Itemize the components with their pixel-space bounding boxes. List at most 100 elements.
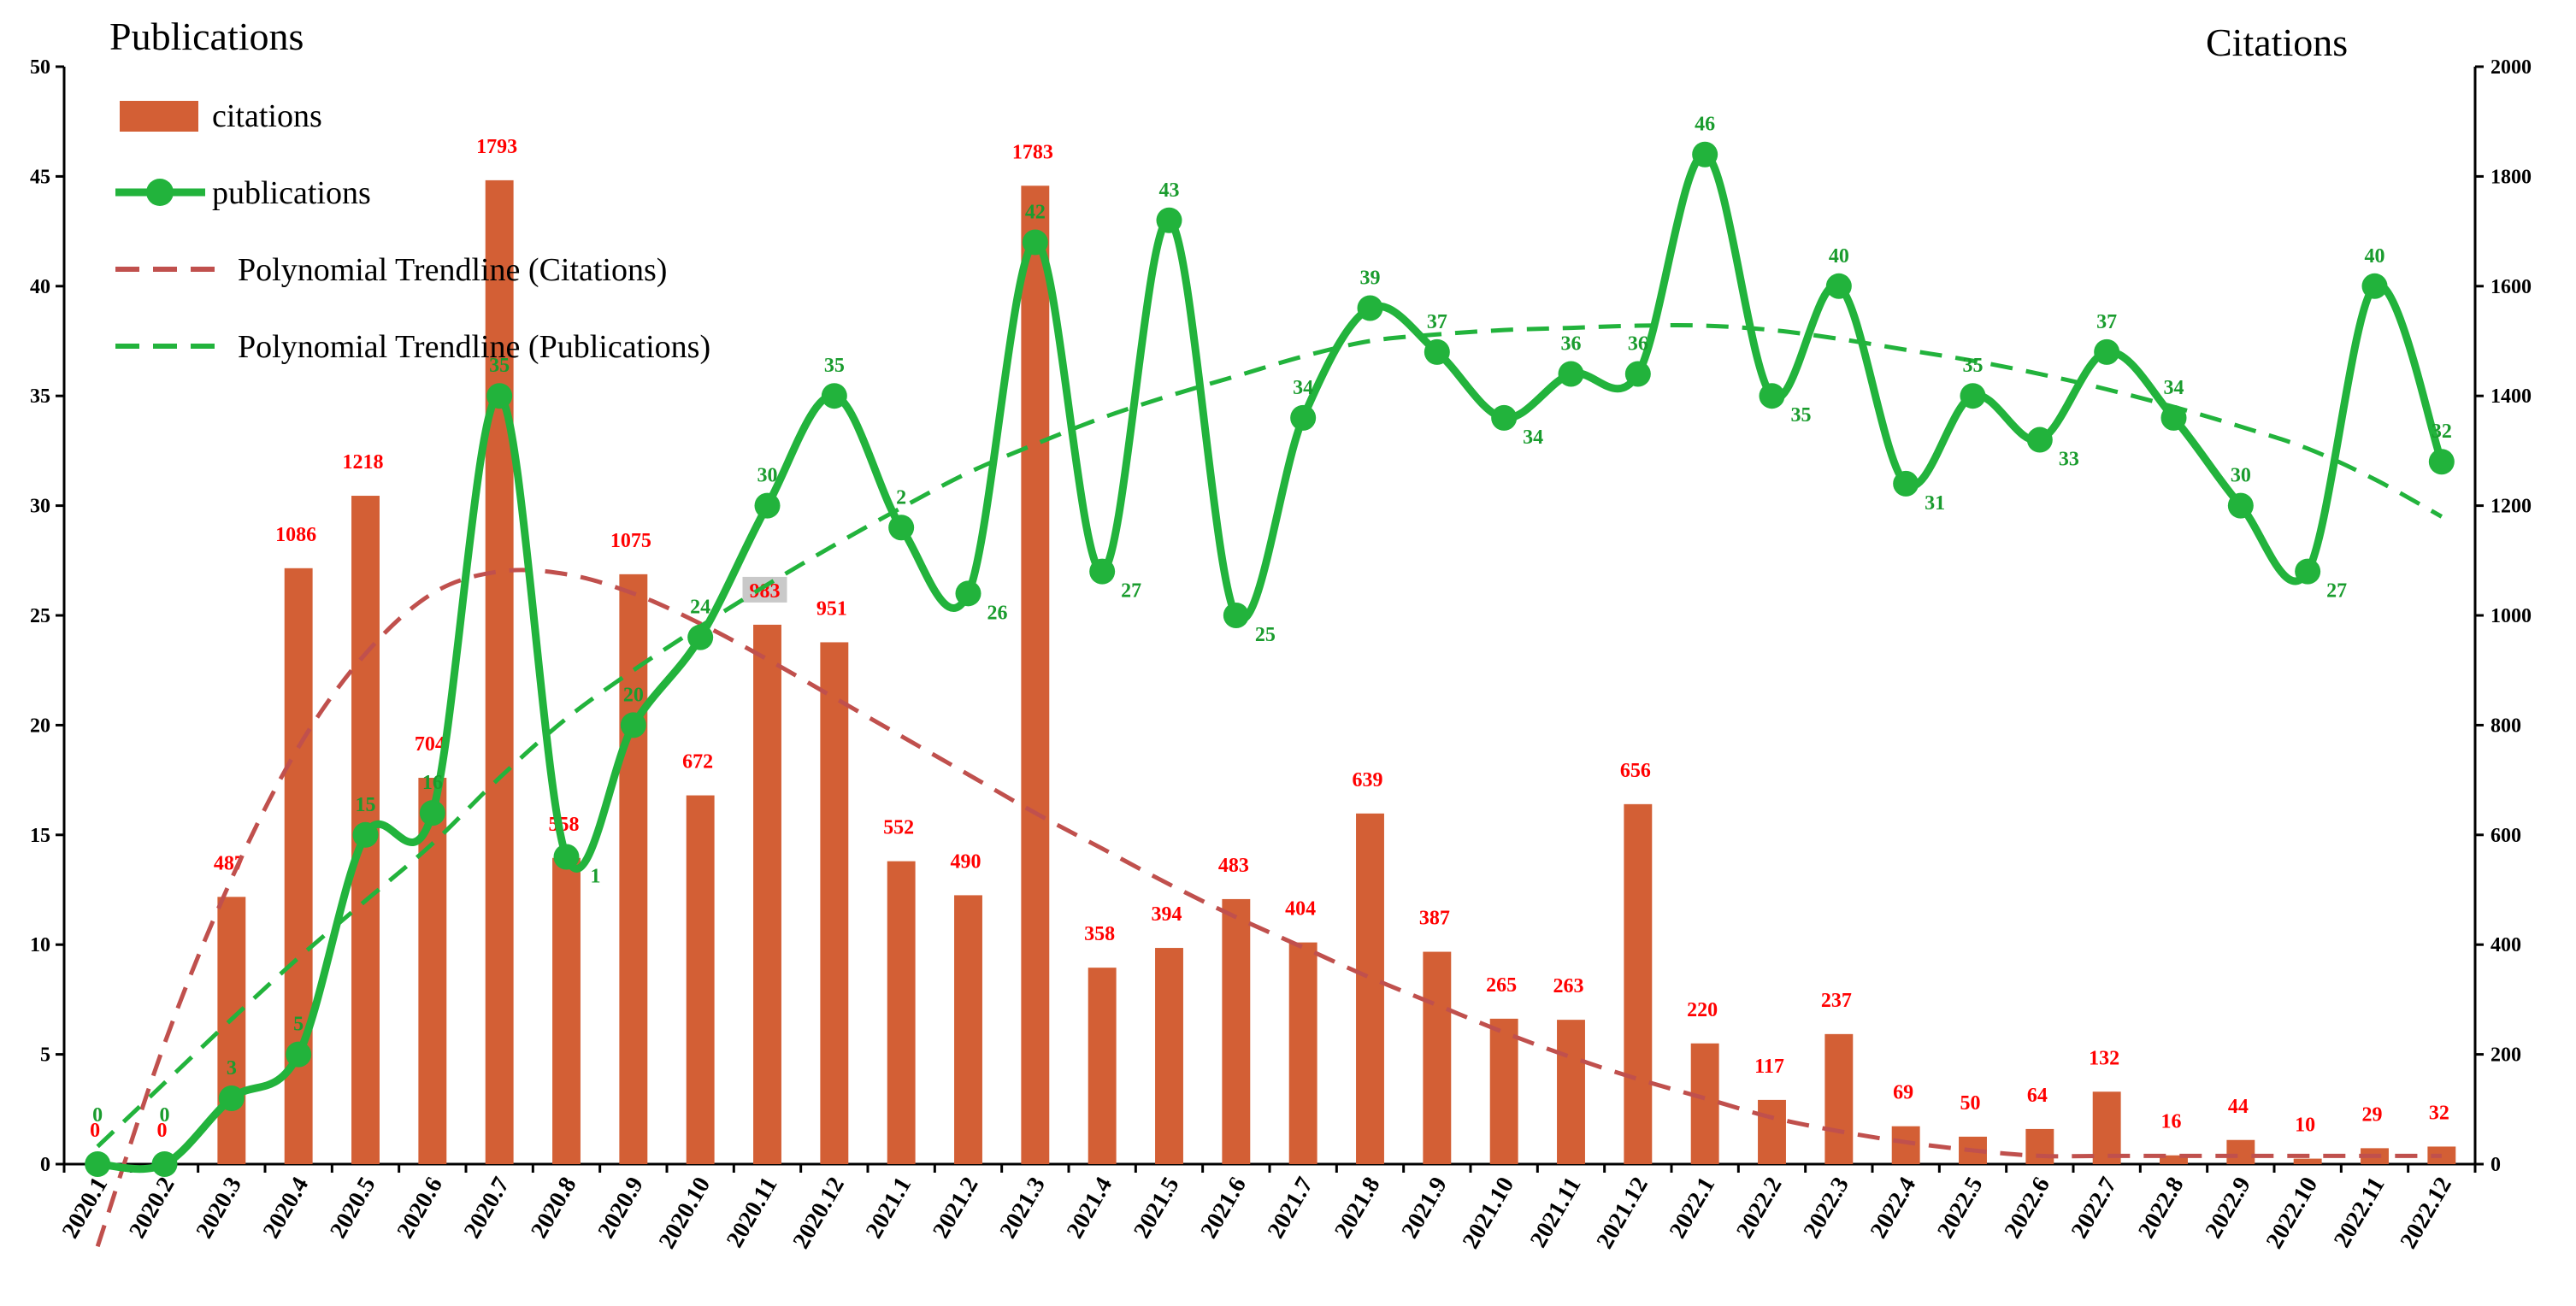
x-tick-label: 2022.12 [2396, 1173, 2457, 1253]
bar-citations [2226, 1139, 2255, 1164]
x-tick-label: 2020.1 [57, 1173, 113, 1243]
point-publications [1624, 361, 1651, 387]
x-tick-label: 2020.3 [192, 1173, 247, 1243]
trendline-publications [96, 323, 2443, 1149]
point-publications [352, 821, 379, 848]
citation-data-label: 639 [1353, 769, 1383, 791]
right-tick-label: 1800 [2491, 166, 2532, 188]
left-tick-label: 15 [30, 825, 50, 847]
point-publications [1558, 361, 1584, 387]
citation-data-label: 32 [2429, 1102, 2449, 1124]
bar-citations [1088, 968, 1117, 1164]
point-publications [286, 1041, 312, 1068]
citation-data-label: 220 [1687, 999, 1718, 1021]
publication-data-label: 27 [1121, 580, 1141, 603]
publication-data-label: 37 [1427, 311, 1447, 333]
x-tick-label: 2020.5 [325, 1173, 380, 1243]
right-tick-label: 600 [2491, 825, 2521, 847]
point-publications [486, 383, 513, 409]
citation-data-label: 387 [1419, 908, 1450, 930]
bar-citations [1288, 942, 1317, 1164]
bar-citations [1824, 1033, 1854, 1164]
point-publications [1893, 470, 1919, 497]
legend-label-publications: publications [212, 175, 371, 211]
x-tick-label: 2021.4 [1062, 1173, 1117, 1243]
publication-data-label: 36 [1628, 333, 1648, 356]
legend: citations publications Polynomial Trendl… [115, 98, 710, 365]
bar-citations [2092, 1091, 2121, 1164]
bar-citations [485, 179, 514, 1164]
point-publications [2295, 558, 2321, 585]
line-publications [97, 150, 2446, 1174]
x-tick-label: 2022.11 [2329, 1173, 2390, 1252]
right-tick-label: 1600 [2491, 276, 2532, 298]
bar-citations [954, 895, 982, 1164]
point-publications [85, 1151, 111, 1177]
bar-citations [1624, 803, 1653, 1164]
x-tick-label: 2022.6 [2000, 1173, 2055, 1243]
point-publications [955, 580, 981, 607]
point-publications [1759, 383, 1785, 409]
left-tick-label: 0 [40, 1154, 50, 1176]
legend-swatch-citations [120, 101, 198, 132]
x-tick-label: 2022.10 [2261, 1173, 2323, 1253]
citation-data-label: 237 [1821, 990, 1852, 1012]
citation-data-label: 1086 [275, 524, 316, 546]
publication-data-label: 35 [489, 355, 510, 377]
publication-data-label: 35 [1791, 404, 1812, 427]
citation-data-label: 0 [157, 1120, 168, 1142]
citation-data-label: 69 [1893, 1082, 1913, 1104]
publication-data-label: 27 [2326, 580, 2347, 603]
x-tick-label: 2021.8 [1329, 1173, 1385, 1243]
publication-data-label: 30 [2231, 465, 2251, 487]
point-publications [1156, 207, 1182, 233]
x-tick-label: 2022.8 [2133, 1173, 2189, 1243]
x-tick-label: 2022.2 [1731, 1173, 1787, 1243]
citation-data-label: 1218 [343, 451, 384, 474]
publication-data-label: 3 [227, 1057, 237, 1080]
bar-citations [887, 861, 916, 1164]
left-axis-title: Publications [109, 15, 304, 58]
x-tick-label: 2021.9 [1397, 1173, 1453, 1243]
x-tick-label: 2021.2 [928, 1173, 983, 1243]
right-tick-label: 1000 [2491, 605, 2532, 627]
bar-citations [1021, 185, 1050, 1165]
x-tick-label: 2021.10 [1458, 1173, 1519, 1253]
bar-citations [1891, 1126, 1920, 1164]
left-tick-label: 20 [30, 715, 50, 737]
point-publications [2428, 449, 2455, 475]
point-publications [553, 844, 580, 870]
x-tick-label: 2022.1 [1665, 1173, 1720, 1243]
left-tick-label: 45 [30, 166, 50, 188]
citation-data-label: 656 [1620, 760, 1651, 782]
citation-data-label: 29 [2362, 1103, 2383, 1126]
x-tick-label: 2022.3 [1799, 1173, 1854, 1243]
publication-data-label: 36 [1561, 333, 1582, 356]
bar-citations [1356, 813, 1384, 1164]
bar-citations [2160, 1155, 2188, 1164]
point-publications [1357, 295, 1383, 321]
citation-data-label: 552 [883, 817, 914, 839]
legend-label-trend-citations: Polynomial Trendline (Citations) [238, 252, 667, 288]
x-tick-label: 2022.5 [1932, 1173, 1988, 1243]
citation-data-label: 672 [682, 751, 713, 774]
publication-data-label: 31 [1925, 492, 1945, 515]
publication-data-label: 16 [422, 772, 443, 794]
x-tick-label: 2020.10 [654, 1173, 716, 1253]
point-publications [1089, 558, 1116, 585]
bar-citations [1489, 1018, 1518, 1164]
citation-data-label: 64 [2027, 1085, 2048, 1107]
publication-data-label: 2 [896, 486, 906, 509]
right-tick-label: 200 [2491, 1044, 2521, 1067]
left-tick-label: 40 [30, 276, 50, 298]
publication-data-label: 42 [1025, 201, 1046, 223]
x-tick-label: 2020.8 [526, 1173, 581, 1243]
trendline-citations [95, 568, 2442, 1248]
citation-data-label: 404 [1285, 898, 1316, 921]
point-publications [151, 1151, 178, 1177]
point-publications [620, 712, 646, 738]
publication-data-label: 35 [824, 355, 845, 377]
publication-data-label: 5 [293, 1014, 304, 1036]
citation-data-label: 394 [1152, 903, 1182, 926]
publication-data-label: 34 [1523, 427, 1543, 449]
